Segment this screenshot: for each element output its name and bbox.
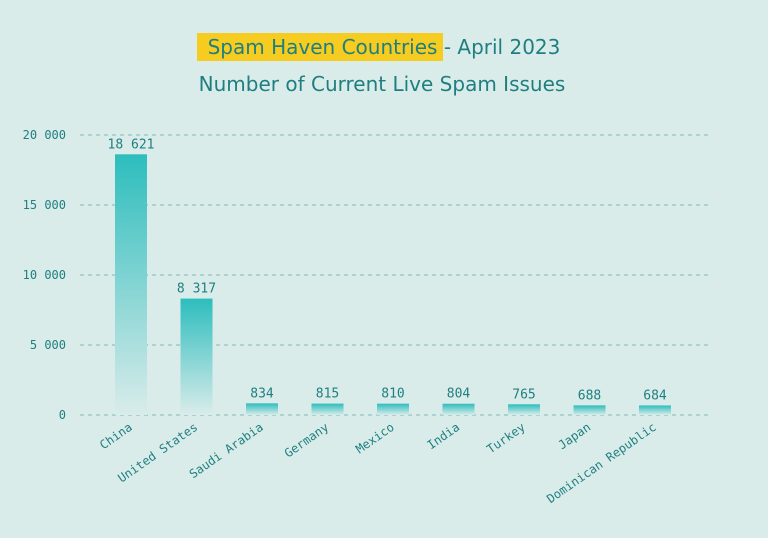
value-label: 8 317 xyxy=(177,282,216,297)
bar xyxy=(639,405,671,415)
y-tick-label: 5 000 xyxy=(30,338,66,352)
bar xyxy=(115,154,147,415)
value-label: 684 xyxy=(643,388,667,403)
chart-title: Spam Haven Countries - April 2023 xyxy=(208,35,561,59)
y-tick-label: 10 000 xyxy=(23,268,66,282)
bar xyxy=(377,403,409,415)
bar xyxy=(311,403,344,415)
bar xyxy=(573,405,606,415)
gridlines xyxy=(80,134,710,416)
y-axis-ticks: 0 5 000 10 000 15 000 20 000 xyxy=(23,128,66,422)
value-label: 834 xyxy=(250,386,274,401)
chart-subtitle: Number of Current Live Spam Issues xyxy=(199,72,566,96)
x-tick-label: Japan xyxy=(556,420,594,452)
value-label: 18 621 xyxy=(108,137,155,152)
value-label: 810 xyxy=(381,387,404,402)
value-label: 765 xyxy=(512,387,535,402)
value-labels: 18 621 8 317 834 815 810 804 765 688 684 xyxy=(108,137,667,403)
x-tick-label: Germany xyxy=(282,420,331,460)
chart-title-highlight: Spam Haven Countries xyxy=(208,35,438,59)
value-label: 815 xyxy=(316,387,339,402)
bars xyxy=(115,154,671,415)
bar xyxy=(442,403,475,415)
bar xyxy=(246,403,278,415)
value-label: 804 xyxy=(447,387,471,402)
x-tick-label: China xyxy=(97,420,135,452)
value-label: 688 xyxy=(578,388,601,403)
y-tick-label: 15 000 xyxy=(23,198,66,212)
x-tick-label: Dominican Republic xyxy=(544,420,659,506)
x-tick-label: Turkey xyxy=(484,420,528,456)
chart-title-rest: - April 2023 xyxy=(437,35,560,59)
bar xyxy=(508,404,540,415)
y-tick-label: 0 xyxy=(59,408,66,422)
y-tick-label: 20 000 xyxy=(23,128,66,142)
x-tick-label: India xyxy=(425,420,463,452)
title-highlight-box xyxy=(197,33,443,61)
x-tick-label: Mexico xyxy=(353,420,397,456)
bar xyxy=(180,298,213,415)
